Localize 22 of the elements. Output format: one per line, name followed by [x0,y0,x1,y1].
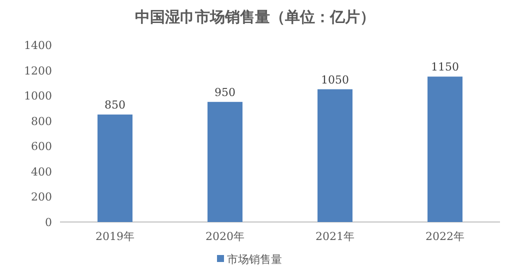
data-label: 1050 [321,73,349,86]
bar [428,76,462,222]
x-tick-label: 2021年 [316,230,354,243]
legend-label: 市场销售量 [227,253,282,266]
y-tick-label: 600 [31,140,52,154]
bar [208,102,242,222]
bar [98,114,132,222]
data-label: 950 [214,86,236,99]
y-tick-label: 400 [31,165,52,178]
bar [318,89,352,222]
data-label: 850 [104,98,126,112]
y-tick-label: 0 [45,216,52,229]
x-tick-label: 2020年 [206,230,244,243]
y-tick-label: 200 [31,190,52,204]
x-tick-label: 2022年 [426,230,464,243]
y-tick-label: 1000 [24,90,52,103]
x-tick-label: 2019年 [96,230,134,243]
chart-title: 中国湿巾市场销售量（单位：亿片） [135,8,375,26]
data-label: 1150 [431,60,459,74]
y-tick-label: 800 [31,114,52,128]
y-tick-label: 1400 [24,39,52,52]
y-tick-label: 1200 [24,64,52,78]
